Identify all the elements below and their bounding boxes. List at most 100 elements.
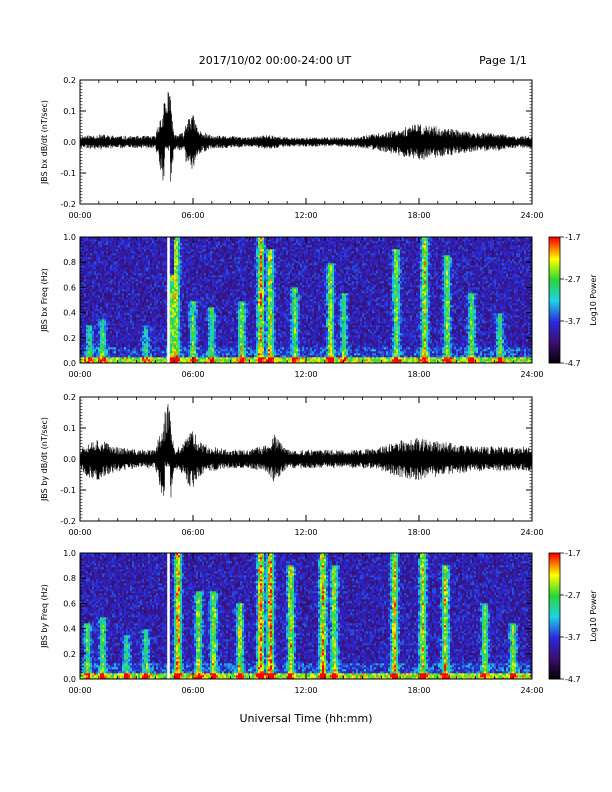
spectrogram-cell [122,295,125,298]
spectrogram-cell [178,327,181,330]
spectrogram-cell [154,349,157,352]
spectrogram-cell [130,355,133,358]
spectrogram-cell [142,293,145,296]
spectrogram-cell [184,241,187,244]
spectrogram-cell [128,287,131,290]
spectrogram-cell [174,267,177,270]
spectrogram-cell [182,287,185,290]
spectrogram-cell [230,343,233,346]
spectrogram-cell [120,349,123,352]
spectrogram-cell [208,335,211,338]
spectrogram-cell [142,249,145,252]
spectrogram-cell [150,355,153,358]
spectrogram-cell [110,277,113,280]
spectrogram-cell [126,313,129,316]
spectrogram-cell [114,273,117,276]
spectrogram-cell [172,261,175,264]
spectrogram-cell [104,295,107,298]
spectrogram-cell [96,249,99,252]
spectrogram-cell [124,351,127,354]
spectrogram-cell [114,253,117,256]
spectrogram-cell [126,359,129,362]
spectrogram-cell [176,293,179,296]
spectrogram-cell [146,343,149,346]
spectrogram-cell [160,319,163,322]
spectrogram-cell [188,285,191,288]
spectrogram-cell [118,333,121,336]
spectrogram-cell [172,351,175,354]
spectrogram-cell [226,287,229,290]
spectrogram-cell [184,319,187,322]
spectrogram-cell [226,241,229,244]
spectrogram-cell [214,303,217,306]
spectrogram-cell [146,303,149,306]
spectrogram-cell [178,331,181,334]
spectrogram-cell [226,349,229,352]
spectrogram-cell [128,319,131,322]
spectrogram-cell [158,319,161,322]
spectrogram-cell [102,241,105,244]
spectrogram-cell [224,289,227,292]
spectrogram-cell [142,349,145,352]
spectrogram-cell [204,251,207,254]
spectrogram-cell [204,241,207,244]
spectrogram-cell [120,297,123,300]
spectrogram-cell [122,313,125,316]
spectrogram-cell [222,333,225,336]
spectrogram-cell [144,261,147,264]
spectrogram-cell [102,321,105,324]
spectrogram-cell [134,263,137,266]
spectrogram-cell [104,311,107,314]
spectrogram-cell [128,303,131,306]
spectrogram-cell [230,295,233,298]
spectrogram-cell [210,351,213,354]
spectrogram-cell [144,279,147,282]
spectrogram-cell [202,267,205,270]
spectrogram-cell [120,281,123,284]
spectrogram-cell [106,275,109,278]
spectrogram-cell [176,269,179,272]
spectrogram-cell [144,339,147,342]
spectrogram-cell [82,357,85,360]
spectrogram-cell [132,269,135,272]
spectrogram-cell [116,311,119,314]
spectrogram-cell [92,249,95,252]
spectrogram-cell [170,301,173,304]
spectrogram-cell [112,257,115,260]
spectrogram-cell [156,341,159,344]
spectrogram-cell [138,319,141,322]
spectrogram-cell [92,319,95,322]
spectrogram-cell [92,287,95,290]
spectrogram-cell [222,301,225,304]
spectrogram-cell [156,263,159,266]
spectrogram-cell [222,307,225,310]
spectrogram-cell [170,333,173,336]
spectrogram-cell [124,259,127,262]
spectrogram-cell [224,341,227,344]
spectrogram-cell [170,337,173,340]
spectrogram-cell [198,323,201,326]
spectrogram-cell [224,283,227,286]
spectrogram-cell [118,259,121,262]
spectrogram-cell [134,329,137,332]
spectrogram-cell [174,351,177,354]
spectrogram-cell [194,295,197,298]
spectrogram-cell [210,251,213,254]
spectrogram-cell [118,331,121,334]
spectrogram-cell [120,333,123,336]
spectrogram-cell [114,335,117,338]
spectrogram-cell [196,323,199,326]
spectrogram-cell [204,255,207,258]
spectrogram-cell [220,269,223,272]
spectrogram-cell [232,333,235,336]
spectrogram-cell [140,309,143,312]
spectrogram-cell [160,297,163,300]
spectrogram-cell [164,317,167,320]
spectrogram-cell [82,269,85,272]
spectrogram-cell [86,349,89,352]
spectrogram-cell [208,255,211,258]
spectrogram-cell [128,253,131,256]
spectrogram-cell [226,341,229,344]
spectrogram-cell [134,243,137,246]
spectrogram-cell [220,243,223,246]
